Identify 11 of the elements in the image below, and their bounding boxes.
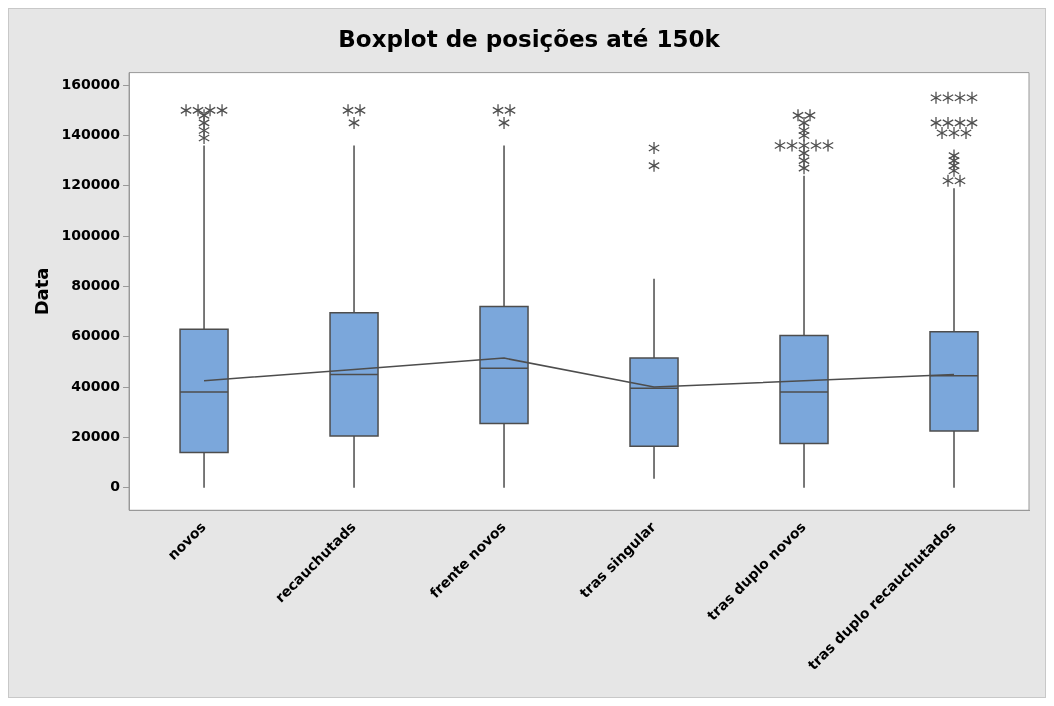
- y-tick-label: 100000: [61, 226, 121, 243]
- chart-title: Boxplot de posições até 150k: [338, 25, 721, 52]
- y-tick-label: 20000: [71, 427, 121, 444]
- y-tick-label: 40000: [71, 377, 121, 394]
- y-tick-label: 160000: [61, 75, 121, 92]
- y-tick-label: 60000: [71, 327, 121, 344]
- y-tick-label: 0: [110, 478, 121, 495]
- y-tick-label: 140000: [61, 126, 121, 143]
- y-tick-label: 80000: [71, 277, 121, 294]
- y-tick-label: 120000: [61, 176, 121, 193]
- y-axis-title: Data: [31, 267, 53, 316]
